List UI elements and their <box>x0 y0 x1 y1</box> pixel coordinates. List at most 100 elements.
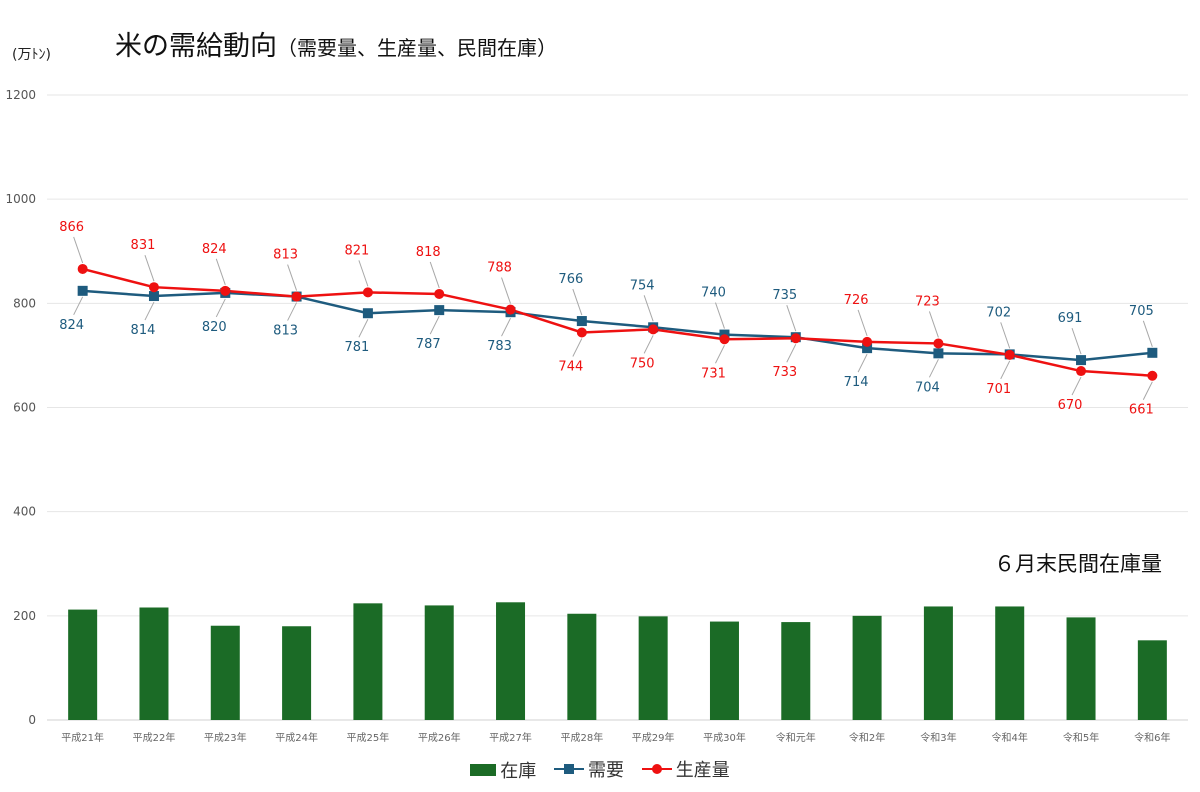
production-marker <box>434 288 445 299</box>
inventory-bar <box>424 605 454 720</box>
demand-data-label: 691 <box>1058 311 1083 326</box>
leader-line <box>1142 381 1153 400</box>
demand-data-label: 783 <box>487 339 512 354</box>
inventory-bar <box>923 606 953 720</box>
production-marker <box>576 327 587 338</box>
leader-line <box>215 298 226 318</box>
production-data-label: 750 <box>630 356 655 371</box>
leader-line <box>73 296 84 316</box>
y-tick-label: 1200 <box>5 88 36 102</box>
leader-line <box>358 319 369 338</box>
demand-marker <box>862 343 873 354</box>
legend-label-inventory: 在庫 <box>500 761 537 782</box>
x-axis-ticks: 平成21年 平成22年 平成23年 平成24年 平成25年 平成26年 平成27年 平成28年… <box>61 731 1170 744</box>
production-data-label: 821 <box>344 243 369 258</box>
leader-line <box>1071 376 1082 396</box>
demand-marker <box>1076 355 1087 366</box>
demand-data-label: 787 <box>416 337 441 352</box>
production-data-label: 831 <box>131 238 156 253</box>
demand-marker <box>1147 347 1158 358</box>
leader-line <box>1142 320 1153 347</box>
demand-data-label: 740 <box>701 286 726 301</box>
leader-line <box>643 335 654 354</box>
y-axis-unit: (万ﾄﾝ) <box>12 47 51 63</box>
production-marker <box>505 304 516 315</box>
x-tick-label: 平成26年 <box>418 731 461 744</box>
demand-data-label: 824 <box>59 318 84 333</box>
leader-line <box>715 345 725 364</box>
leader-line <box>144 255 155 282</box>
production-data-label: 661 <box>1129 403 1154 418</box>
x-tick-label: 令和元年 <box>776 731 816 744</box>
demand-data-label: 754 <box>630 278 655 293</box>
inventory-bar <box>995 606 1025 720</box>
inventory-bar <box>567 613 597 720</box>
inventory-bar <box>282 626 312 720</box>
demand-data-label: 820 <box>202 320 227 335</box>
production-data-label: 818 <box>416 245 441 260</box>
production-data-label: 731 <box>701 366 726 381</box>
leader-line <box>857 353 868 373</box>
leader-line <box>501 277 512 304</box>
leader-line <box>501 317 511 337</box>
production-marker <box>1004 349 1015 360</box>
y-tick-label: 200 <box>13 609 36 623</box>
demand-data-label: 705 <box>1129 304 1154 319</box>
x-tick-label: 平成25年 <box>347 731 390 744</box>
chart-title: 米の需給動向（需要量、生産量、民間在庫） <box>115 31 557 62</box>
production-line <box>82 267 1153 377</box>
demand-data-label: 814 <box>131 323 156 338</box>
legend-item-production: 生産量 <box>641 756 730 782</box>
production-data-label: 723 <box>915 294 940 309</box>
legend-label-production: 生産量 <box>675 760 730 781</box>
inventory-bar <box>709 621 739 720</box>
x-tick-label: 平成24年 <box>275 731 318 744</box>
leader-line <box>572 338 583 357</box>
inventory-bar <box>210 625 240 720</box>
leader-line <box>287 264 298 291</box>
inventory-bar <box>139 607 169 720</box>
x-tick-label: 令和6年 <box>1134 731 1170 744</box>
x-tick-label: 平成23年 <box>204 731 247 744</box>
legend-item-demand: 需要 <box>554 756 624 782</box>
x-tick-label: 平成27年 <box>489 731 532 744</box>
production-data-label: 726 <box>844 293 869 308</box>
production-marker <box>1147 370 1158 381</box>
leader-line <box>215 258 226 285</box>
y-tick-label: 0 <box>28 713 36 727</box>
leader-line <box>714 302 725 329</box>
leader-line <box>429 261 440 289</box>
leader-line <box>928 359 939 378</box>
x-tick-label: 令和2年 <box>849 731 885 744</box>
production-marker <box>933 338 944 349</box>
inventory-bar <box>781 622 811 720</box>
leader-line <box>1000 360 1011 380</box>
demand-data-label: 813 <box>273 324 298 339</box>
production-data-label: 701 <box>986 382 1011 397</box>
production-marker <box>862 336 873 347</box>
x-tick-label: 令和4年 <box>992 731 1028 744</box>
label-leader-lines <box>73 236 1153 400</box>
chart-subtitle: （需要量、生産量、民間在庫） <box>277 36 557 60</box>
production-marker <box>362 287 373 298</box>
production-data-label: 670 <box>1058 398 1083 413</box>
legend-circle-line-swatch <box>641 762 672 776</box>
demand-marker <box>933 348 944 359</box>
demand-data-label: 781 <box>344 340 369 355</box>
production-data-label: 733 <box>772 365 797 380</box>
x-tick-label: 令和3年 <box>920 731 956 744</box>
legend-item-inventory: 在庫 <box>470 757 536 783</box>
inventory-annotation: ６月末民間在庫量 <box>994 552 1162 576</box>
legend-label-demand: 需要 <box>588 760 624 781</box>
demand-data-label: 766 <box>558 272 583 287</box>
inventory-bar <box>1137 640 1167 720</box>
x-tick-label: 平成29年 <box>632 731 675 744</box>
demand-data-label: 735 <box>772 288 797 303</box>
demand-data-label: 714 <box>844 375 869 390</box>
leader-line <box>429 315 440 335</box>
leader-line <box>786 344 797 363</box>
demand-marker <box>148 291 159 302</box>
y-tick-label: 400 <box>13 505 36 519</box>
production-marker <box>1076 366 1087 377</box>
